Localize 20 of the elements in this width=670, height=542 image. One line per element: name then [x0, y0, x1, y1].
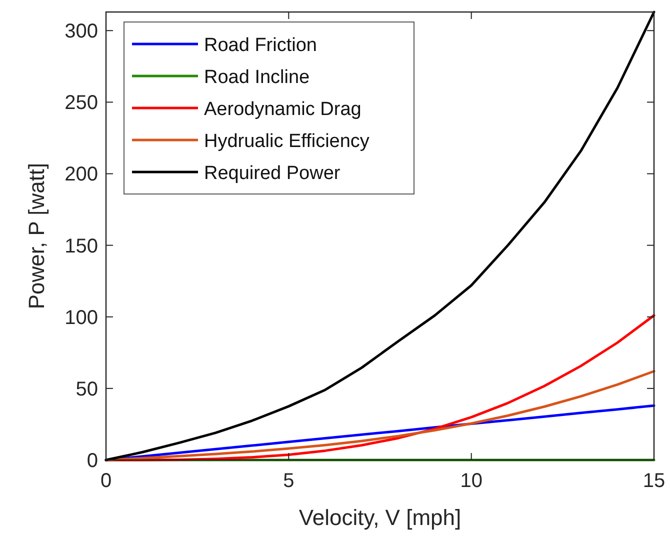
x-tick-label: 10 — [460, 470, 482, 492]
legend-label: Required Power — [204, 163, 341, 184]
line-series — [104, 10, 656, 462]
y-axis-title: Power, P [watt] — [24, 162, 49, 310]
y-tick-label: 300 — [64, 20, 98, 43]
x-axis-title: Velocity, V [mph] — [298, 505, 462, 530]
x-tick-label: 15 — [642, 470, 666, 492]
x-tick-label: 0 — [100, 470, 112, 492]
legend-label: Road Friction — [204, 35, 317, 56]
legend-label: Hydrualic Efficiency — [204, 131, 370, 152]
y-tick-label: 200 — [64, 164, 98, 186]
y-tick-label: 50 — [76, 378, 98, 400]
y-tick-label: 0 — [86, 450, 98, 472]
legend-label: Road Incline — [204, 67, 310, 88]
legend-label: Aerodynamic Drag — [204, 99, 362, 120]
y-tick-label: 150 — [64, 235, 98, 258]
x-tick-label: 5 — [283, 470, 294, 492]
line-series — [104, 314, 656, 462]
y-tick-label: 100 — [64, 306, 98, 329]
y-tick-label: 250 — [64, 92, 98, 114]
